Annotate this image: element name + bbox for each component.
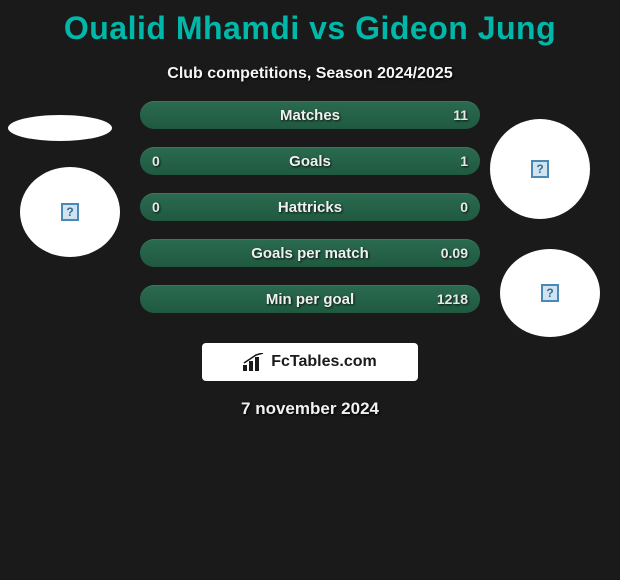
stat-row: Goals per match 0.09	[140, 239, 480, 267]
stat-label: Goals	[289, 153, 331, 170]
date-text: 7 november 2024	[241, 399, 379, 419]
stat-right-value: 0	[460, 199, 468, 215]
player-right-avatar-2: ?	[500, 249, 600, 337]
comparison-stage: ? ? ? Matches 11 0 Goals 1 0 Hattricks 0…	[0, 101, 620, 441]
stat-label: Min per goal	[266, 291, 354, 308]
stat-row: 0 Hattricks 0	[140, 193, 480, 221]
stat-row: 0 Goals 1	[140, 147, 480, 175]
stat-right-value: 1	[460, 153, 468, 169]
placeholder-icon: ?	[61, 203, 79, 221]
stat-left-value: 0	[152, 153, 160, 169]
page-title: Oualid Mhamdi vs Gideon Jung	[0, 0, 620, 47]
brand-text: FcTables.com	[271, 353, 377, 371]
subtitle: Club competitions, Season 2024/2025	[0, 65, 620, 83]
stat-label: Hattricks	[278, 199, 342, 216]
player-right-avatar-1: ?	[490, 119, 590, 219]
brand-chart-icon	[243, 353, 265, 371]
stat-label: Goals per match	[251, 245, 369, 262]
stat-row: Matches 11	[140, 101, 480, 129]
stat-right-value: 11	[453, 107, 468, 123]
placeholder-icon: ?	[541, 284, 559, 302]
placeholder-icon: ?	[531, 160, 549, 178]
stat-label: Matches	[280, 107, 340, 124]
stat-right-value: 0.09	[441, 245, 468, 261]
stat-right-value: 1218	[437, 291, 468, 307]
player-left-avatar: ?	[20, 167, 120, 257]
stat-row: Min per goal 1218	[140, 285, 480, 313]
stat-left-value: 0	[152, 199, 160, 215]
ellipse-decoration	[8, 115, 112, 141]
stat-rows: Matches 11 0 Goals 1 0 Hattricks 0 Goals…	[140, 101, 480, 331]
brand-badge: FcTables.com	[202, 343, 418, 381]
